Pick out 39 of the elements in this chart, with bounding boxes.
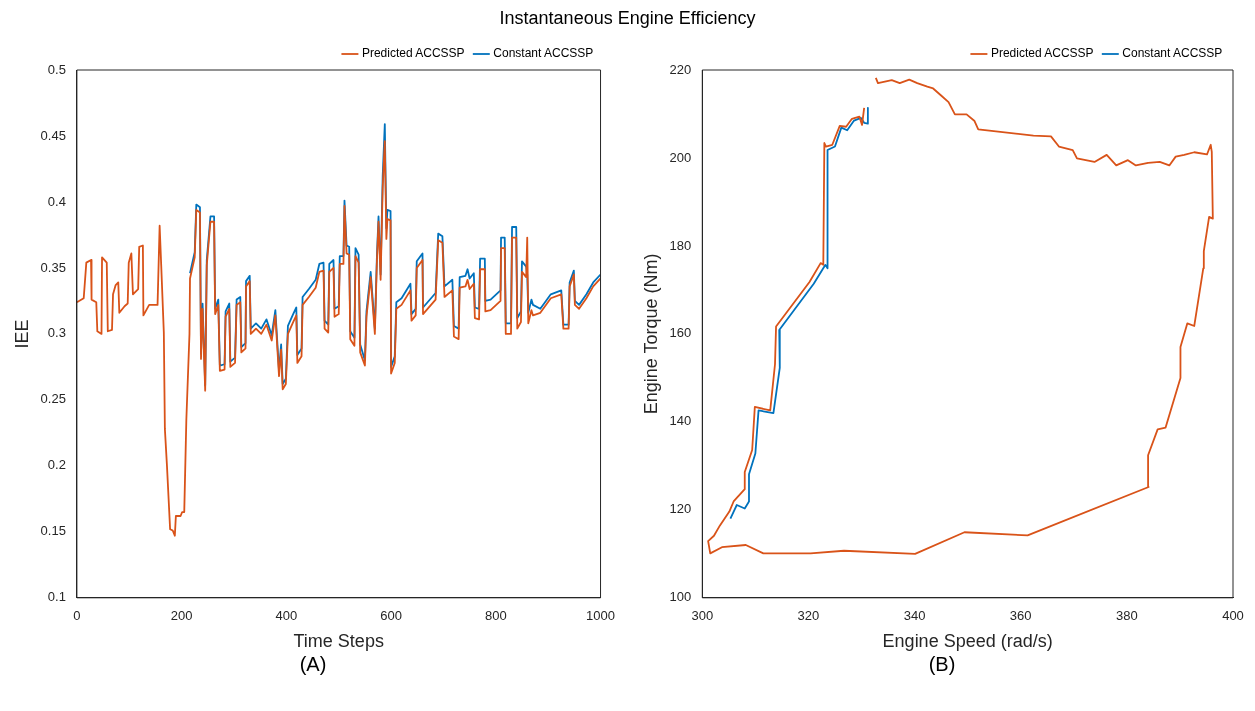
y-tick-label: 220 [669,61,692,77]
x-tick-label: 0 [73,608,81,624]
x-tick-label: 380 [1116,608,1138,624]
y-tick-label: 0.1 [47,589,66,605]
legend-label: Predicted ACCSSP [990,46,1094,61]
y-tick-label: 160 [669,325,692,341]
y-tick-label: 0.5 [47,61,66,77]
x-tick-label: 1000 [586,608,615,624]
y-tick-label: 0.35 [40,259,66,275]
y-tick-label: 120 [669,501,692,517]
legend-label: Constant ACCSSP [493,46,594,61]
x-tick-label: 320 [797,608,820,624]
y-tick-label: 0.25 [40,391,66,407]
text: (A) [299,653,327,676]
x-tick-label: 300 [691,608,714,624]
x-tick-label: 340 [903,608,926,624]
x-tick-label: 400 [1222,608,1244,624]
y-tick-label: 0.15 [40,523,66,539]
y-axis-title: Engine Torque (Nm) [640,253,661,415]
x-tick-label: 200 [170,608,193,624]
y-tick-label: 0.2 [47,457,66,473]
y-tick-label: 0.4 [47,193,66,209]
legend-label: Predicted ACCSSP [361,46,465,61]
text: (B) [928,653,956,676]
x-tick-label: 360 [1009,608,1032,624]
x-axis-title: Engine Speed (rad/s) [882,631,1053,652]
x-tick-label: 800 [484,608,507,624]
y-tick-label: 140 [669,413,692,429]
chart-title: Instantaneous Engine Efficiency [498,8,757,30]
y-tick-label: 100 [669,589,692,605]
y-tick-label: 0.45 [40,127,66,143]
y-tick-label: 180 [669,237,692,253]
x-tick-label: 400 [275,608,298,624]
y-tick-label: 0.3 [47,325,66,341]
y-axis-title: IEE [11,319,32,349]
legend-label: Constant ACCSSP [1122,46,1223,61]
x-tick-label: 600 [380,608,402,624]
x-axis-title: Time Steps [293,631,384,652]
y-tick-label: 200 [669,149,692,165]
